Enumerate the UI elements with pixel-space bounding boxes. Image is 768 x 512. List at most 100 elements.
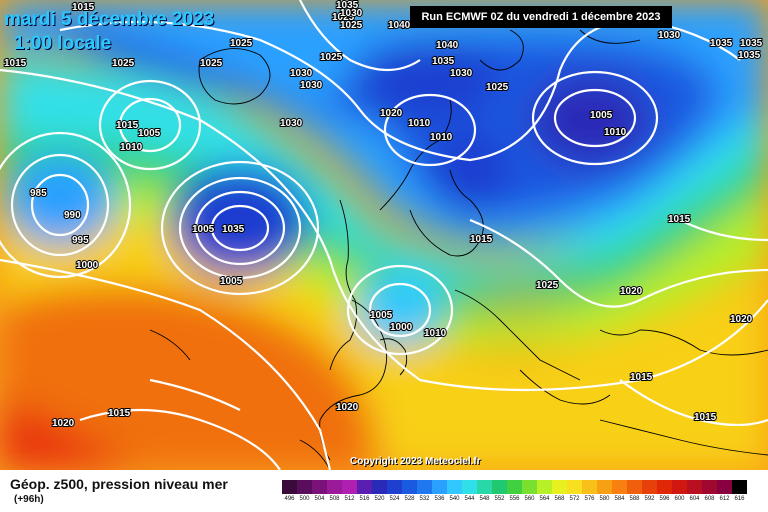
isobar-label: 1015	[72, 2, 95, 13]
scale-swatch	[492, 480, 507, 494]
scale-swatch	[672, 480, 687, 494]
isobar-label: 1035	[738, 50, 761, 61]
scale-tick: 616	[734, 496, 745, 502]
isobar-label: 1015	[668, 214, 691, 225]
isobar-label: 1000	[76, 260, 99, 271]
isobar-label: 1035	[432, 56, 455, 67]
map-canvas: 1015102510251025103010301025102510401040…	[0, 0, 768, 470]
scale-tick: 496	[284, 496, 295, 502]
isobar-label: 990	[64, 210, 81, 221]
isobar-label: 1025	[200, 58, 223, 69]
scale-swatch	[462, 480, 477, 494]
scale-swatch	[612, 480, 627, 494]
scale-swatch	[402, 480, 417, 494]
scale-swatch	[627, 480, 642, 494]
isobar-label: 1015	[694, 412, 717, 423]
isobar-label: 1015	[4, 58, 27, 69]
scale-tick: 540	[449, 496, 460, 502]
forecast-time: 1:00 locale	[14, 33, 112, 54]
isobar-label: 1000	[390, 322, 413, 333]
color-scale-ticks: 496 500 504 508 512 516 520 524 528 532 536 540 544 5…	[282, 496, 747, 502]
isobar-label: 1035	[710, 38, 733, 49]
scale-swatch	[732, 480, 747, 494]
scale-tick: 516	[359, 496, 370, 502]
scale-tick: 580	[599, 496, 610, 502]
forecast-date: mardi 5 décembre 2023	[4, 9, 215, 30]
isobar-label: 1010	[430, 132, 453, 143]
isobar-label: 985	[30, 188, 47, 199]
isobar-label: 1020	[730, 314, 753, 325]
scale-swatch	[567, 480, 582, 494]
isobar-label: 1010	[408, 118, 431, 129]
scale-swatch	[342, 480, 357, 494]
scale-swatch	[552, 480, 567, 494]
isobar-label: 1020	[380, 108, 403, 119]
scale-swatch	[447, 480, 462, 494]
scale-tick: 500	[299, 496, 310, 502]
scale-tick: 572	[569, 496, 580, 502]
isobar-label: 1005	[138, 128, 161, 139]
scale-tick: 512	[344, 496, 355, 502]
isobar-label: 1015	[470, 234, 493, 245]
isobar-label: 1030	[340, 8, 363, 19]
scale-swatch	[327, 480, 342, 494]
isobar-label: 1025	[230, 38, 253, 49]
scale-swatch	[582, 480, 597, 494]
isobar-label: 1025	[486, 82, 509, 93]
scale-tick: 528	[404, 496, 415, 502]
isobar-label: 1025	[332, 12, 355, 23]
scale-tick: 564	[539, 496, 550, 502]
legend-title: Géop. z500, pression niveau mer	[10, 476, 228, 492]
weather-map: 1015 1025 1025 1025 1030 1030 1025 1025 1040 1040…	[0, 0, 768, 470]
copyright: Copyright 2023 Meteociel.fr	[350, 456, 481, 467]
scale-swatch	[387, 480, 402, 494]
isobar-label: 1005	[370, 310, 393, 321]
scale-tick: 608	[704, 496, 715, 502]
scale-swatch	[702, 480, 717, 494]
color-scale	[282, 480, 747, 494]
isobar-label: 1015	[116, 120, 139, 131]
isobar-label: 1040	[436, 40, 459, 51]
isobar-label: 1035	[336, 0, 359, 11]
scale-swatch	[687, 480, 702, 494]
scale-tick: 508	[329, 496, 340, 502]
legend-subtitle: (+96h)	[14, 494, 44, 505]
isobar-label: 1035	[222, 224, 245, 235]
isobar-label: 1005	[220, 276, 243, 287]
legend: Géop. z500, pression niveau mer (+96h) 4…	[0, 470, 768, 512]
scale-tick: 536	[434, 496, 445, 502]
scale-swatch	[357, 480, 372, 494]
scale-tick: 588	[629, 496, 640, 502]
scale-tick: 560	[524, 496, 535, 502]
isobar-label: 1025	[112, 58, 135, 69]
scale-swatch	[432, 480, 447, 494]
scale-tick: 596	[659, 496, 670, 502]
scale-tick: 576	[584, 496, 595, 502]
scale-tick: 592	[644, 496, 655, 502]
scale-tick: 600	[674, 496, 685, 502]
isobar-label: 1025	[340, 20, 363, 31]
isobar-label: 1005	[192, 224, 215, 235]
isobar-label: 995	[72, 235, 89, 246]
isobar-labels: 1015102510251025103010301025102510401040…	[3, 0, 764, 430]
scale-swatch	[477, 480, 492, 494]
scale-swatch	[522, 480, 537, 494]
scale-tick: 568	[554, 496, 565, 502]
scale-tick: 520	[374, 496, 385, 502]
isobar-label: 1020	[52, 418, 75, 429]
isobar-label: 1030	[280, 118, 303, 129]
isobar-label: 1030	[658, 30, 681, 41]
scale-tick: 548	[479, 496, 490, 502]
isobar-label: 1030	[300, 80, 323, 91]
isobar-label: 1035	[740, 38, 763, 49]
isobar-label: 1030	[290, 68, 313, 79]
isobar-lines	[0, 0, 768, 470]
scale-swatch	[297, 480, 312, 494]
scale-swatch	[417, 480, 432, 494]
geopotential-shading	[0, 0, 768, 470]
scale-swatch	[312, 480, 327, 494]
scale-swatch	[537, 480, 552, 494]
isobar-label: 1010	[604, 127, 627, 138]
scale-swatch	[717, 480, 732, 494]
isobar-label: 1020	[336, 402, 359, 413]
